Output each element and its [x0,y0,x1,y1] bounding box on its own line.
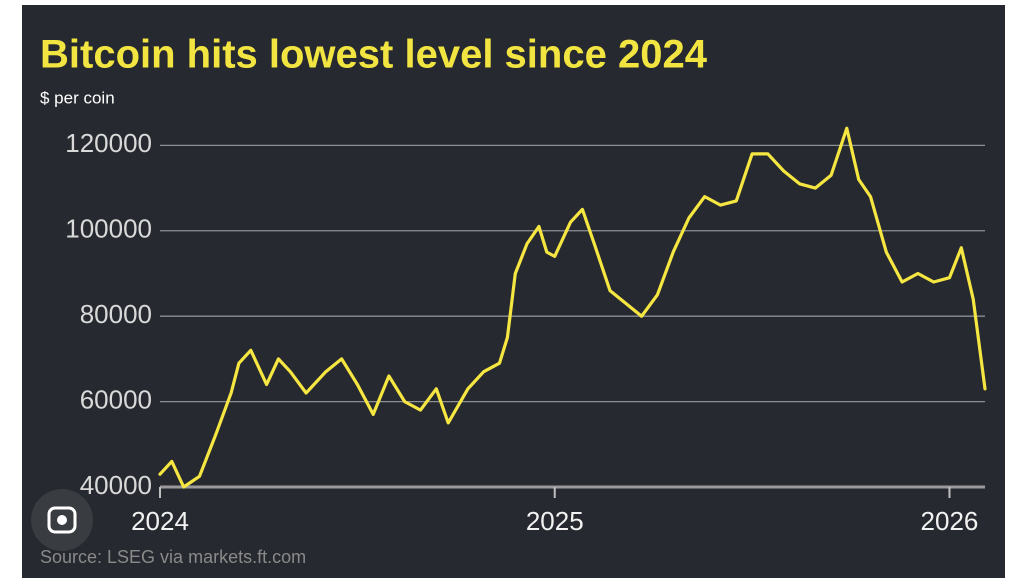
lens-icon-frame[interactable] [47,506,77,534]
y-tick-label: 80000 [80,299,152,329]
y-tick-label: 120000 [65,128,152,158]
y-tick-label: 100000 [65,214,152,244]
y-axis-label: $ per coin [40,88,115,107]
lens-icon-dot[interactable] [57,515,67,525]
y-tick-label: 40000 [80,470,152,500]
x-tick-label: 2025 [526,506,584,536]
x-tick-label: 2024 [131,506,189,536]
price-line [158,126,987,489]
x-tick-label: 2026 [921,506,979,536]
chart-title: Bitcoin hits lowest level since 2024 [40,33,708,77]
source-note: Source: LSEG via markets.ft.com [40,547,306,567]
y-tick-label: 60000 [80,384,152,414]
lens-icon[interactable] [31,489,93,551]
